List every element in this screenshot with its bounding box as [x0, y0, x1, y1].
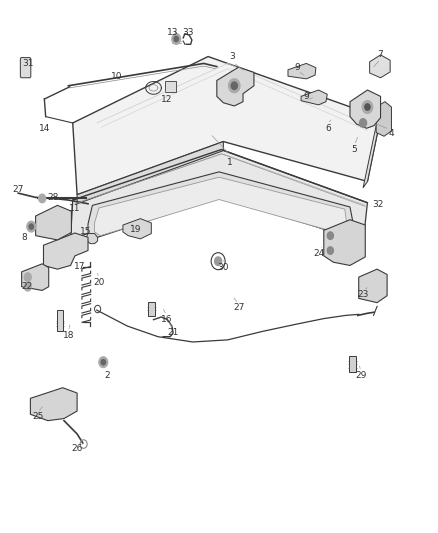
Text: 9: 9 — [304, 92, 309, 101]
Text: 5: 5 — [351, 145, 357, 154]
Text: 32: 32 — [373, 200, 384, 209]
Circle shape — [327, 232, 333, 239]
Text: 26: 26 — [71, 444, 83, 453]
Polygon shape — [86, 233, 98, 244]
Text: 24: 24 — [314, 249, 325, 258]
Polygon shape — [359, 269, 387, 303]
Polygon shape — [363, 118, 381, 188]
Circle shape — [24, 273, 31, 281]
Circle shape — [231, 82, 237, 90]
Text: 22: 22 — [21, 282, 32, 291]
Polygon shape — [288, 63, 316, 79]
Circle shape — [360, 119, 367, 127]
Polygon shape — [21, 264, 49, 290]
FancyBboxPatch shape — [165, 82, 176, 92]
Text: 4: 4 — [389, 129, 394, 138]
Text: 10: 10 — [111, 71, 122, 80]
Circle shape — [215, 257, 222, 265]
Circle shape — [99, 357, 108, 368]
Text: 1: 1 — [227, 158, 233, 167]
FancyBboxPatch shape — [57, 310, 63, 331]
Text: 7: 7 — [378, 51, 383, 59]
Text: 19: 19 — [130, 225, 142, 234]
Text: 21: 21 — [167, 328, 179, 337]
Text: 15: 15 — [80, 228, 92, 237]
Circle shape — [172, 34, 180, 44]
Circle shape — [39, 194, 46, 203]
Polygon shape — [73, 56, 381, 195]
Circle shape — [327, 247, 333, 254]
Polygon shape — [217, 67, 254, 106]
Circle shape — [27, 221, 35, 232]
Text: 17: 17 — [74, 262, 85, 271]
Text: 16: 16 — [161, 315, 173, 324]
Text: 14: 14 — [39, 124, 50, 133]
Text: 13: 13 — [167, 28, 179, 37]
Text: 8: 8 — [22, 233, 28, 242]
Text: 31: 31 — [22, 59, 34, 68]
Circle shape — [229, 79, 240, 93]
Polygon shape — [30, 387, 77, 421]
Text: 6: 6 — [325, 124, 331, 133]
Text: 28: 28 — [47, 193, 59, 202]
Text: 12: 12 — [161, 94, 172, 103]
FancyBboxPatch shape — [20, 58, 31, 78]
Polygon shape — [324, 220, 365, 265]
Polygon shape — [350, 90, 381, 128]
Text: 20: 20 — [93, 278, 105, 287]
Polygon shape — [43, 233, 88, 269]
Text: 9: 9 — [295, 63, 300, 71]
Text: 33: 33 — [183, 28, 194, 37]
Polygon shape — [88, 172, 353, 238]
Circle shape — [101, 360, 106, 365]
Text: 29: 29 — [355, 371, 367, 380]
Text: 27: 27 — [233, 303, 244, 312]
FancyBboxPatch shape — [349, 357, 356, 372]
Text: 3: 3 — [229, 52, 235, 61]
FancyBboxPatch shape — [148, 302, 155, 316]
Polygon shape — [123, 219, 151, 239]
Polygon shape — [350, 235, 361, 244]
Text: 2: 2 — [105, 371, 110, 380]
Text: 23: 23 — [357, 289, 369, 298]
Polygon shape — [35, 205, 71, 240]
Polygon shape — [71, 150, 367, 243]
Text: 25: 25 — [32, 412, 43, 421]
Polygon shape — [95, 177, 347, 236]
Circle shape — [365, 104, 370, 110]
Circle shape — [174, 36, 178, 42]
Circle shape — [362, 101, 373, 114]
Text: 11: 11 — [69, 204, 81, 213]
Text: 30: 30 — [218, 263, 229, 272]
Polygon shape — [370, 55, 390, 78]
Polygon shape — [376, 102, 392, 136]
Polygon shape — [77, 142, 223, 204]
Text: 18: 18 — [63, 331, 74, 340]
Circle shape — [29, 224, 33, 229]
Circle shape — [24, 282, 31, 291]
Polygon shape — [301, 90, 327, 105]
Text: 27: 27 — [12, 185, 24, 194]
